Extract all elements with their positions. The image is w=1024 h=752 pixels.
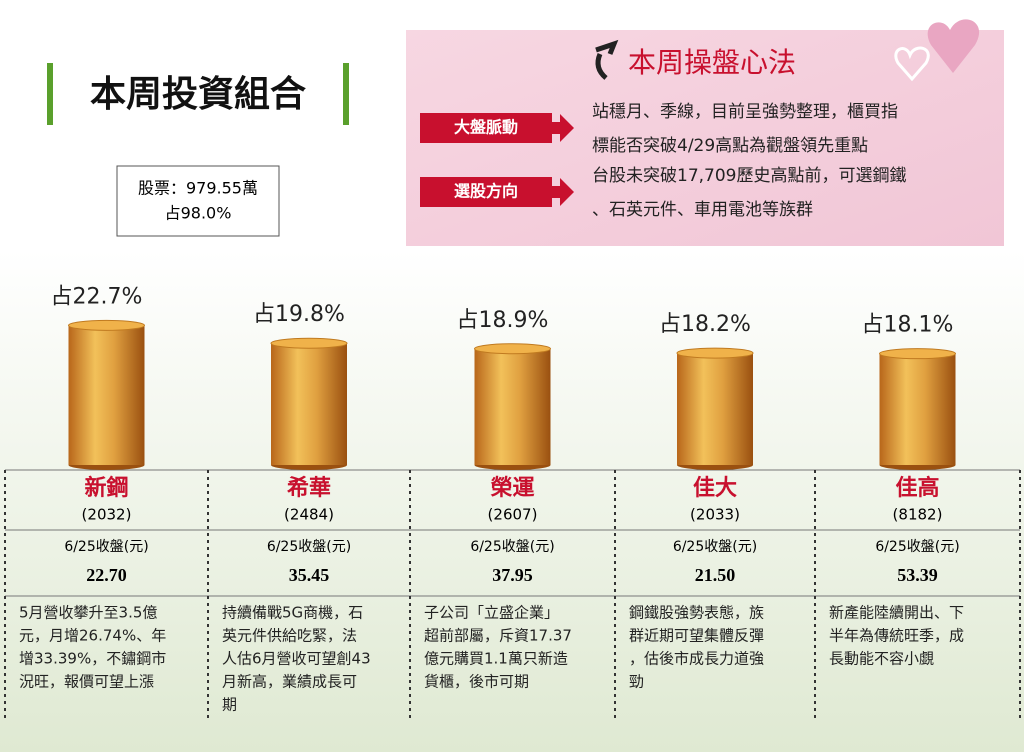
note: 持續備戰5G商機，石 — [222, 604, 363, 622]
strategy-text: 、石英元件、車用電池等族群 — [592, 200, 813, 220]
cylinder — [677, 353, 753, 465]
note: 月新高，業績成長可 — [222, 673, 357, 691]
strategy-title: 本周操盤心法 — [628, 46, 796, 79]
note: 半年為傳統旺季，成 — [829, 627, 964, 645]
value-label: 占19.8% — [253, 302, 345, 327]
note: 億元購買1.1萬只新造 — [424, 650, 568, 668]
note: 況旺，報價可望上漲 — [19, 673, 154, 691]
cylinder — [271, 343, 347, 465]
cylinder-top — [879, 348, 956, 360]
code: (2032) — [82, 506, 132, 524]
close-price: 53.39 — [897, 565, 938, 585]
close-label: 6/25收盤(元) — [673, 539, 757, 555]
note: 勁 — [629, 673, 644, 691]
arrow — [552, 178, 574, 206]
cylinder-top — [676, 347, 754, 359]
value-label: 占22.7% — [51, 284, 143, 309]
code: (2484) — [284, 506, 334, 524]
close-price: 21.50 — [695, 565, 736, 585]
label-text: 選股方向 — [454, 182, 518, 201]
close-price: 37.95 — [492, 565, 533, 585]
note: 貨櫃，後市可期 — [424, 673, 529, 691]
strategy-text: 標能否突破4/29高點為觀盤領先重點 — [592, 136, 868, 156]
value-label: 占18.2% — [659, 312, 751, 337]
strategy-text: 台股未突破17,709歷史高點前，可選鋼鐵 — [592, 166, 906, 186]
name: 希華 — [287, 475, 331, 501]
name: 佳高 — [895, 475, 939, 501]
label-box — [420, 177, 552, 207]
name: 新鋼 — [84, 475, 128, 501]
cylinder-top — [270, 337, 348, 349]
note: 群近期可望集體反彈 — [629, 627, 764, 645]
label-box — [420, 113, 552, 143]
cylinder-top — [474, 343, 551, 355]
cylinder — [474, 348, 551, 465]
note: 期 — [222, 696, 237, 714]
title-bar — [343, 63, 349, 125]
close-price: 22.70 — [86, 565, 127, 585]
close-label: 6/25收盤(元) — [64, 539, 148, 555]
note: 元，月增26.74%、年 — [19, 627, 166, 645]
note: 鋼鐵股強勢表態，族 — [629, 604, 764, 622]
code: (8182) — [893, 506, 943, 524]
cylinder — [879, 353, 956, 465]
note: ，估後市成長力道強 — [629, 650, 764, 668]
close-label: 6/25收盤(元) — [470, 539, 554, 555]
note: 人估6月營收可望創43 — [222, 650, 371, 668]
name: 榮運 — [490, 476, 534, 501]
cylinder — [68, 325, 145, 465]
note: 長動能不容小覷 — [829, 650, 934, 668]
close-price: 35.45 — [289, 565, 330, 585]
arrow — [552, 114, 574, 142]
close-label: 6/25收盤(元) — [267, 539, 351, 555]
code: (2607) — [488, 506, 538, 524]
title-bar — [47, 63, 53, 125]
heart — [927, 19, 980, 73]
cylinder-top — [68, 319, 145, 331]
note: 增33.39%，不鏽鋼市 — [19, 650, 166, 668]
holdings-text: 股票：979.55萬 — [138, 179, 258, 198]
close-label: 6/25收盤(元) — [875, 539, 959, 555]
note: 5月營收攀升至3.5億 — [19, 604, 157, 622]
icon — [595, 39, 619, 80]
value-label: 占18.9% — [457, 308, 549, 333]
strategy-text: 站穩月、季線，目前呈強勢整理，櫃買指 — [592, 102, 898, 122]
note: 英元件供給吃緊，法 — [222, 627, 357, 645]
label-text: 大盤脈動 — [454, 118, 518, 137]
note: 子公司「立盛企業」 — [424, 604, 559, 622]
value-label: 占18.1% — [862, 313, 954, 338]
note: 超前部屬，斥資17.37 — [424, 627, 572, 645]
note: 新產能陸續開出、下 — [829, 604, 964, 622]
background — [0, 250, 1024, 752]
holdings-box — [116, 165, 280, 237]
holdings-text: 占98.0% — [165, 204, 232, 223]
code: (2033) — [690, 506, 740, 524]
title: 本周投資組合 — [90, 74, 306, 115]
heart — [894, 46, 930, 82]
name: 佳大 — [693, 476, 737, 501]
